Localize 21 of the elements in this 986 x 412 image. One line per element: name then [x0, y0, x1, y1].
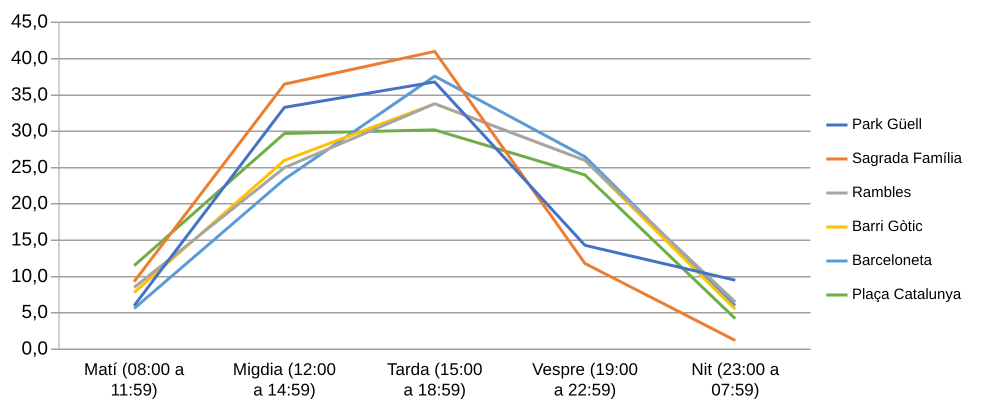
y-tick-label: 5,0: [22, 302, 48, 324]
y-tick-label: 15,0: [10, 230, 48, 250]
y-tick-label: 20,0: [10, 193, 48, 214]
x-tick-label: Tarda (15:00 a 18:59): [386, 360, 482, 400]
y-tick-label: 25,0: [10, 156, 48, 178]
y-tick-label: 10,0: [10, 266, 48, 287]
legend-label: Plaça Catalunya: [852, 286, 962, 304]
x-tick-label: Matí (08:00 a 11:59): [84, 360, 185, 400]
legend-label: Sagrada Família: [852, 150, 963, 168]
legend-label: Park Güell: [852, 116, 922, 134]
legend-label: Barri Gòtic: [852, 218, 924, 236]
y-tick-label: 0,0: [22, 338, 48, 360]
x-tick-label: Migdia (12:00 a 14:59): [232, 360, 336, 400]
y-tick-label: 40,0: [10, 48, 48, 69]
x-tick-label: Vespre (19:00 a 22:59): [532, 360, 638, 400]
y-tick-label: 30,0: [10, 120, 48, 142]
y-tick-label: 45,0: [10, 12, 48, 33]
legend-label: Rambles: [852, 184, 912, 202]
legend-label: Barceloneta: [852, 252, 933, 270]
y-tick-label: 35,0: [10, 84, 48, 106]
x-tick-label: Nit (23:00 a 07:59): [691, 360, 780, 400]
